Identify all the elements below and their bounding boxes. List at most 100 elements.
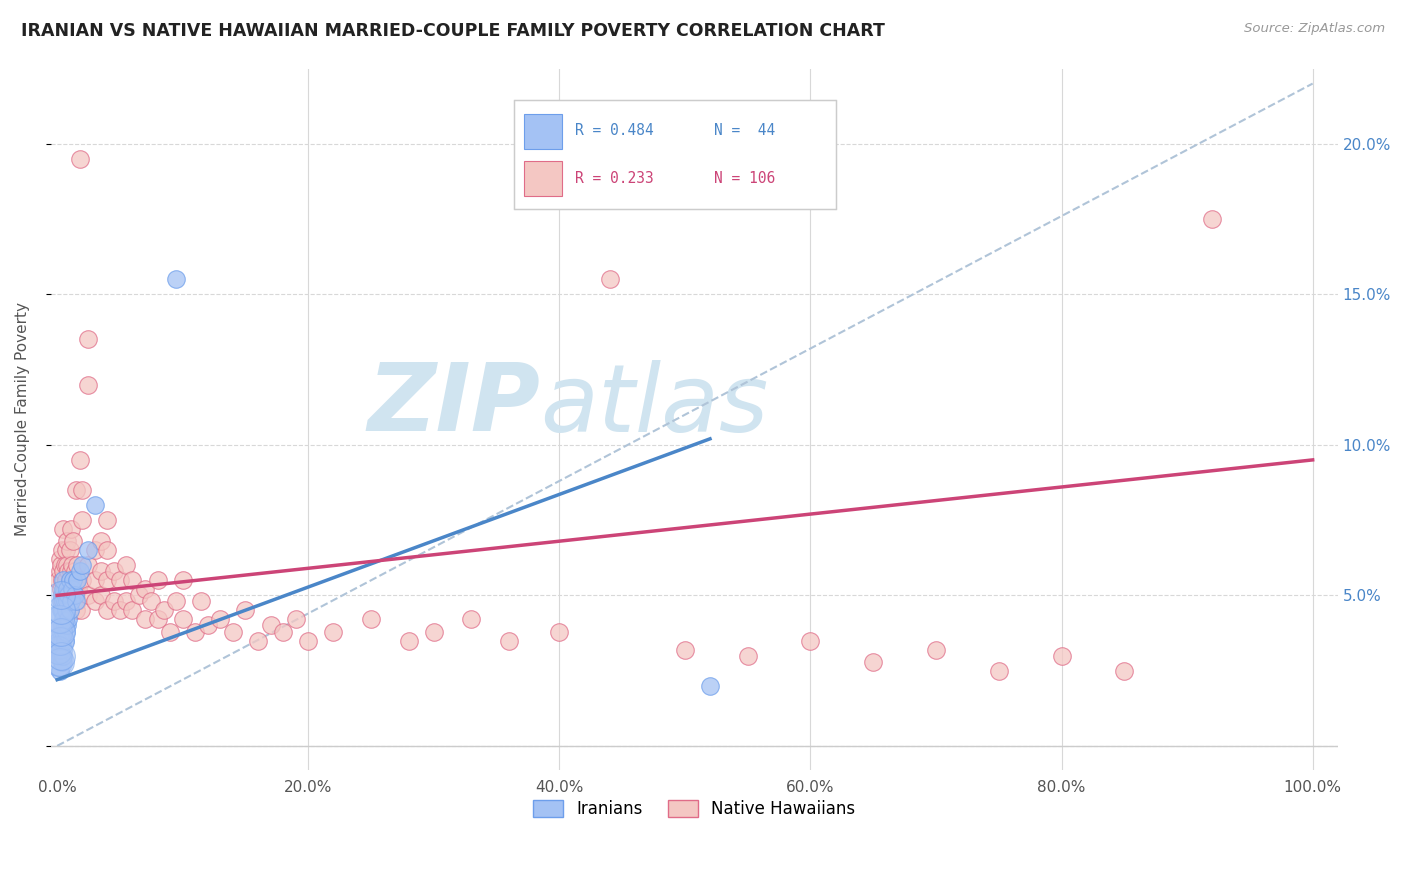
Point <box>53 633 76 648</box>
Point <box>51 603 73 617</box>
Point <box>49 624 72 639</box>
Point <box>297 633 319 648</box>
Point <box>51 655 73 669</box>
Point <box>159 624 181 639</box>
Point <box>90 564 112 578</box>
Point <box>55 624 77 639</box>
Point <box>53 582 76 597</box>
Point <box>70 483 93 497</box>
Point <box>55 588 77 602</box>
Point <box>56 618 79 632</box>
Point <box>70 558 93 573</box>
Point <box>222 624 245 639</box>
Point <box>48 642 70 657</box>
Point <box>66 558 89 573</box>
Point <box>58 612 80 626</box>
Point <box>69 453 91 467</box>
Point <box>65 483 87 497</box>
Point <box>246 633 269 648</box>
Point <box>49 648 72 663</box>
Point <box>51 633 73 648</box>
Point <box>96 603 118 617</box>
Point <box>58 588 80 602</box>
Legend: Iranians, Native Hawaiians: Iranians, Native Hawaiians <box>527 793 862 825</box>
Point <box>48 633 70 648</box>
Point <box>49 588 72 602</box>
Point <box>52 624 75 639</box>
Point <box>48 655 70 669</box>
Point <box>48 664 70 678</box>
Point <box>103 594 125 608</box>
Point <box>66 574 89 588</box>
Point <box>165 272 187 286</box>
Point <box>56 534 79 549</box>
Point <box>49 603 72 617</box>
Text: IRANIAN VS NATIVE HAWAIIAN MARRIED-COUPLE FAMILY POVERTY CORRELATION CHART: IRANIAN VS NATIVE HAWAIIAN MARRIED-COUPL… <box>21 22 884 40</box>
Point <box>67 582 90 597</box>
Point <box>52 574 75 588</box>
Point <box>52 594 75 608</box>
Point <box>925 642 948 657</box>
Point <box>59 543 82 558</box>
Text: Source: ZipAtlas.com: Source: ZipAtlas.com <box>1244 22 1385 36</box>
Point <box>83 574 105 588</box>
Point <box>115 594 138 608</box>
Point <box>146 574 169 588</box>
Point <box>59 603 82 617</box>
Point <box>197 618 219 632</box>
Point <box>48 552 70 566</box>
Point <box>65 574 87 588</box>
Point <box>96 543 118 558</box>
Point <box>77 558 100 573</box>
Point <box>134 582 156 597</box>
Point <box>51 574 73 588</box>
Point <box>83 543 105 558</box>
Point <box>69 152 91 166</box>
Point <box>48 633 70 648</box>
Point <box>56 582 79 597</box>
Point <box>60 558 83 573</box>
Point <box>128 588 150 602</box>
Point <box>51 588 73 602</box>
Text: ZIP: ZIP <box>367 359 540 451</box>
Point <box>77 377 100 392</box>
Point <box>59 574 82 588</box>
Point <box>799 633 821 648</box>
Point <box>737 648 759 663</box>
Point <box>53 558 76 573</box>
Point <box>70 513 93 527</box>
Point <box>70 574 93 588</box>
Point <box>59 594 82 608</box>
Point <box>90 588 112 602</box>
Point <box>52 648 75 663</box>
Point <box>77 588 100 602</box>
Point <box>51 618 73 632</box>
Point <box>190 594 212 608</box>
Point <box>673 642 696 657</box>
Point <box>65 594 87 608</box>
Point <box>172 574 194 588</box>
Point <box>59 574 82 588</box>
Point <box>141 594 163 608</box>
Point <box>48 624 70 639</box>
Point <box>90 534 112 549</box>
Point <box>83 498 105 512</box>
Point <box>49 648 72 663</box>
Y-axis label: Married-Couple Family Poverty: Married-Couple Family Poverty <box>15 302 30 536</box>
Point <box>271 624 294 639</box>
Point <box>62 574 84 588</box>
Point <box>58 564 80 578</box>
Point <box>52 612 75 626</box>
Point <box>70 603 93 617</box>
Point <box>96 513 118 527</box>
Point <box>235 603 257 617</box>
Point <box>96 574 118 588</box>
Point <box>1050 648 1073 663</box>
Point <box>1114 664 1136 678</box>
Point <box>59 564 82 578</box>
Point <box>53 594 76 608</box>
Point <box>52 564 75 578</box>
Point <box>53 618 76 632</box>
Point <box>52 582 75 597</box>
Point <box>59 522 82 536</box>
